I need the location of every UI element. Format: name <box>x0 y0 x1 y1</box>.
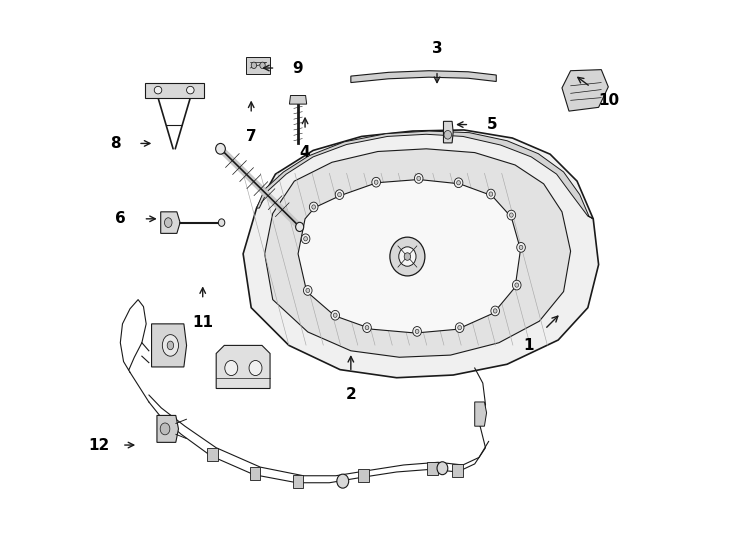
Ellipse shape <box>454 178 463 187</box>
Polygon shape <box>207 448 218 461</box>
Text: 4: 4 <box>299 145 310 160</box>
Polygon shape <box>257 131 593 219</box>
Ellipse shape <box>415 329 419 334</box>
Ellipse shape <box>331 310 340 320</box>
Text: 7: 7 <box>246 129 256 144</box>
Ellipse shape <box>493 309 497 313</box>
Polygon shape <box>443 122 453 143</box>
Ellipse shape <box>437 462 448 475</box>
Ellipse shape <box>216 144 225 154</box>
Polygon shape <box>265 149 570 357</box>
Ellipse shape <box>218 219 225 226</box>
Polygon shape <box>243 130 599 377</box>
Ellipse shape <box>186 86 194 94</box>
Ellipse shape <box>512 280 521 290</box>
Polygon shape <box>161 212 180 233</box>
Ellipse shape <box>249 361 262 375</box>
Ellipse shape <box>164 218 172 227</box>
Polygon shape <box>562 70 608 111</box>
Polygon shape <box>427 462 438 475</box>
Polygon shape <box>289 96 307 104</box>
Ellipse shape <box>444 131 451 139</box>
Polygon shape <box>151 324 186 367</box>
Ellipse shape <box>162 335 178 356</box>
Polygon shape <box>358 469 369 482</box>
Text: 11: 11 <box>192 315 213 330</box>
Text: 9: 9 <box>293 60 303 76</box>
Text: 1: 1 <box>523 338 534 353</box>
Ellipse shape <box>335 190 344 199</box>
Polygon shape <box>298 179 520 333</box>
Ellipse shape <box>399 247 416 266</box>
Ellipse shape <box>303 286 312 295</box>
Ellipse shape <box>413 327 421 336</box>
Ellipse shape <box>489 192 493 196</box>
Ellipse shape <box>338 192 341 197</box>
Ellipse shape <box>487 189 495 199</box>
Ellipse shape <box>517 242 526 252</box>
Text: 2: 2 <box>346 388 356 402</box>
Polygon shape <box>247 57 270 74</box>
Text: 8: 8 <box>110 136 121 151</box>
Text: 10: 10 <box>598 93 619 108</box>
Polygon shape <box>293 475 303 488</box>
Ellipse shape <box>372 177 380 187</box>
Polygon shape <box>250 467 261 480</box>
Ellipse shape <box>296 222 304 232</box>
Ellipse shape <box>519 245 523 249</box>
Polygon shape <box>145 83 204 98</box>
Ellipse shape <box>225 361 238 375</box>
Ellipse shape <box>515 283 519 287</box>
Text: 5: 5 <box>487 117 497 132</box>
Ellipse shape <box>458 326 462 330</box>
Ellipse shape <box>491 306 500 316</box>
Polygon shape <box>351 71 496 83</box>
Ellipse shape <box>509 213 513 217</box>
Polygon shape <box>157 415 178 442</box>
Ellipse shape <box>404 253 410 260</box>
Ellipse shape <box>304 237 308 241</box>
Ellipse shape <box>507 210 516 220</box>
Ellipse shape <box>374 180 378 184</box>
Polygon shape <box>452 464 463 477</box>
Text: 3: 3 <box>432 40 443 56</box>
Ellipse shape <box>260 62 265 69</box>
Text: 6: 6 <box>115 211 126 226</box>
Ellipse shape <box>309 202 318 212</box>
Ellipse shape <box>363 323 371 333</box>
Ellipse shape <box>306 288 310 293</box>
Ellipse shape <box>457 180 460 185</box>
Ellipse shape <box>415 173 423 183</box>
Ellipse shape <box>337 474 349 488</box>
Ellipse shape <box>455 323 464 333</box>
Ellipse shape <box>333 313 337 318</box>
Polygon shape <box>475 402 487 426</box>
Polygon shape <box>217 346 270 388</box>
Ellipse shape <box>251 62 257 69</box>
Ellipse shape <box>390 237 425 276</box>
Ellipse shape <box>301 234 310 244</box>
Ellipse shape <box>167 341 174 350</box>
Ellipse shape <box>365 326 369 330</box>
Ellipse shape <box>417 176 421 180</box>
Ellipse shape <box>160 423 170 435</box>
Ellipse shape <box>154 86 161 94</box>
Text: 12: 12 <box>89 437 110 453</box>
Ellipse shape <box>312 205 316 209</box>
